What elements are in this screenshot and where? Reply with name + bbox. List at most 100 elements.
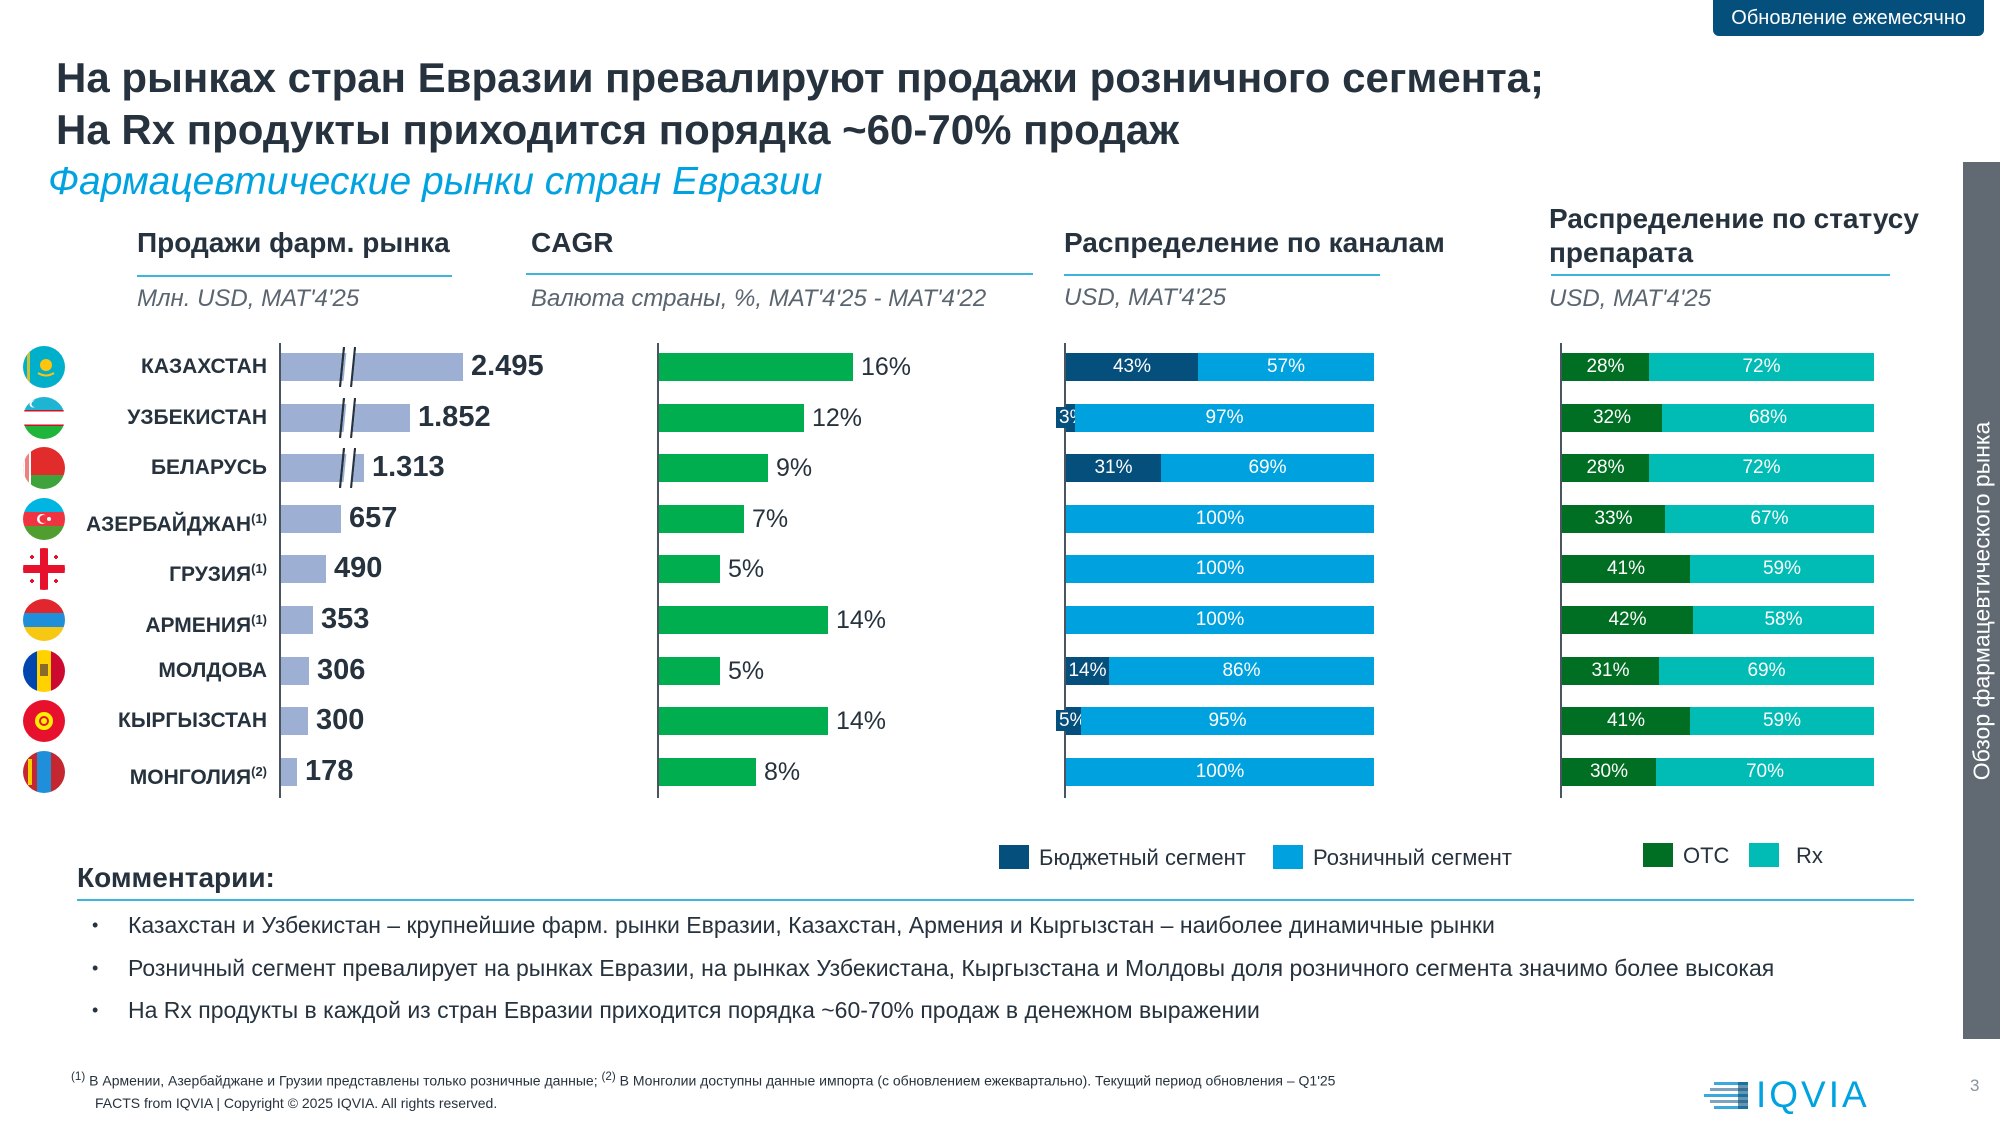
side-tab-label: Обзор фармацевтического рынка [1968,421,1994,780]
bullet-dot: • [92,1000,99,1020]
otc-segment: 42% [1562,606,1693,634]
rx-segment: 70% [1656,757,1874,786]
sales-bar [281,504,341,533]
channels-section-title: Распределение по каналам [1064,227,1445,258]
budget-segment-label: 14% [1068,659,1107,681]
status-section-unit: USD, MAT'4'25 [1549,285,1712,312]
legend-label-rx: Rx [1796,843,1823,868]
status-title-line-1: Распределение по статусу [1549,203,1919,234]
copyright: FACTS from IQVIA | Copyright © 2025 IQVI… [95,1095,498,1111]
sales-bar [281,606,313,634]
retail-segment: 86% [1109,656,1374,685]
country-label: АРМЕНИЯ(1) [145,607,267,639]
flag-uzbekistan-icon [23,396,65,439]
country-label: БЕЛАРУСЬ [151,455,267,481]
legend-label-budget: Бюджетный сегмент [1039,845,1246,870]
otc-segment: 30% [1562,757,1656,786]
rx-segment: 59% [1690,707,1874,736]
cagr-value-label: 7% [752,504,789,533]
iqvia-logo-text: IQVIA [1756,1074,1870,1115]
cagr-value-label: 8% [764,757,801,786]
flag-kyrgyzstan-icon [23,700,65,743]
country-footnote-mark: (1) [251,612,267,627]
budget-segment: 5% [1056,707,1090,736]
update-frequency-badge: Обновление ежемесячно [1713,0,1984,36]
axis-break-icon [339,397,361,443]
otc-segment: 41% [1562,555,1690,584]
budget-segment: 43% [1066,353,1198,381]
cagr-bar [659,606,828,634]
comment-bullet-3: На Rx продукты в каждой из стран Евразии… [128,997,1260,1023]
country-name: АРМЕНИЯ [145,614,252,637]
retail-segment: 100% [1066,606,1374,634]
country-name: БЕЛАРУСЬ [150,456,267,480]
sales-value-label: 178 [305,754,354,787]
sales-value-label: 353 [321,603,370,635]
cagr-bar [659,504,744,533]
section-side-tab[interactable]: Обзор фармацевтического рынка [1963,162,2000,1039]
legend-label-otc: OTC [1683,843,1730,868]
axis-break-icon [339,346,361,392]
country-name: ГРУЗИЯ [169,563,252,587]
otc-segment: 31% [1562,656,1659,685]
cagr-section-title: CAGR [531,227,614,258]
otc-segment: 28% [1562,353,1649,381]
status-title-line-2: препарата [1549,237,1694,268]
country-name: УЗБЕКИСТАН [127,405,267,429]
sales-value-label: 657 [349,501,398,534]
iqvia-logo: IQVIA [1704,1074,1870,1116]
page-number: 3 [1970,1076,1980,1095]
rx-segment: 68% [1662,403,1874,432]
legend-label-retail: Розничный сегмент [1313,845,1512,870]
footnote-2-mark: (2) [601,1070,616,1083]
flag-armenia-icon [23,599,65,641]
sales-bar [281,757,297,786]
retail-segment: 100% [1066,757,1374,786]
sales-value-label: 306 [317,653,366,686]
sales-value-label: 1.852 [418,400,491,433]
page-title: На рынках стран Евразии превалируют прод… [56,52,1544,156]
country-label: МОНГОЛИЯ(2) [130,759,267,791]
comment-bullet-1: Казахстан и Узбекистан – крупнейшие фарм… [128,912,1495,938]
budget-segment-label: 31% [1094,457,1133,479]
rx-segment: 69% [1659,656,1874,685]
sales-value-label: 490 [334,552,383,585]
flag-kazakhstan-icon [23,346,65,388]
budget-segment-label: 43% [1112,356,1152,377]
rx-segment: 58% [1693,606,1874,634]
country-label: МОЛДОВА [158,658,267,684]
country-name: КАЗАХСТАН [141,355,267,378]
sales-bar [281,353,463,381]
cagr-value-label: 14% [836,606,887,634]
sales-value-label: 2.495 [471,350,544,382]
country-name: КЫРГЫЗСТАН [118,709,267,733]
budget-segment: 14% [1066,656,1109,685]
sales-section-rule [137,275,452,277]
footnotes: (1) В Армении, Азербайджане и Грузии пре… [71,1070,1335,1089]
cagr-bar [659,707,828,736]
cagr-value-label: 5% [728,555,765,584]
cagr-value-label: 12% [812,403,863,432]
budget-segment: 31% [1066,454,1161,483]
country-label: КАЗАХСТАН [141,354,267,380]
footnote-1-mark: (1) [71,1070,86,1083]
footnote-1-text: В Армении, Азербайджане и Грузии предста… [85,1072,602,1089]
cagr-section-unit: Валюта страны, %, MAT'4'25 - MAT'4'22 [531,285,987,312]
bullet-dot: • [92,915,99,935]
comments-rule [77,899,1914,901]
rx-segment: 72% [1649,353,1874,381]
country-label: АЗЕРБАЙДЖАН(1) [86,506,267,538]
channels-section-unit: USD, MAT'4'25 [1064,284,1227,311]
title-line-2: На Rx продукты приходится порядка ~60-70… [56,106,1180,153]
status-section-rule [1551,274,1890,276]
otc-segment: 41% [1562,707,1690,736]
retail-segment: 95% [1081,707,1374,736]
country-name: АЗЕРБАЙДЖАН [85,512,252,536]
sales-section-unit: Млн. USD, MAT'4'25 [137,285,360,312]
country-name: МОЛДОВА [158,658,267,682]
country-label: УЗБЕКИСТАН [127,405,267,431]
cagr-value-label: 14% [836,707,887,736]
sales-section-title: Продажи фарм. рынка [137,227,450,258]
rx-segment: 72% [1649,454,1874,483]
status-axis [1560,343,1562,798]
